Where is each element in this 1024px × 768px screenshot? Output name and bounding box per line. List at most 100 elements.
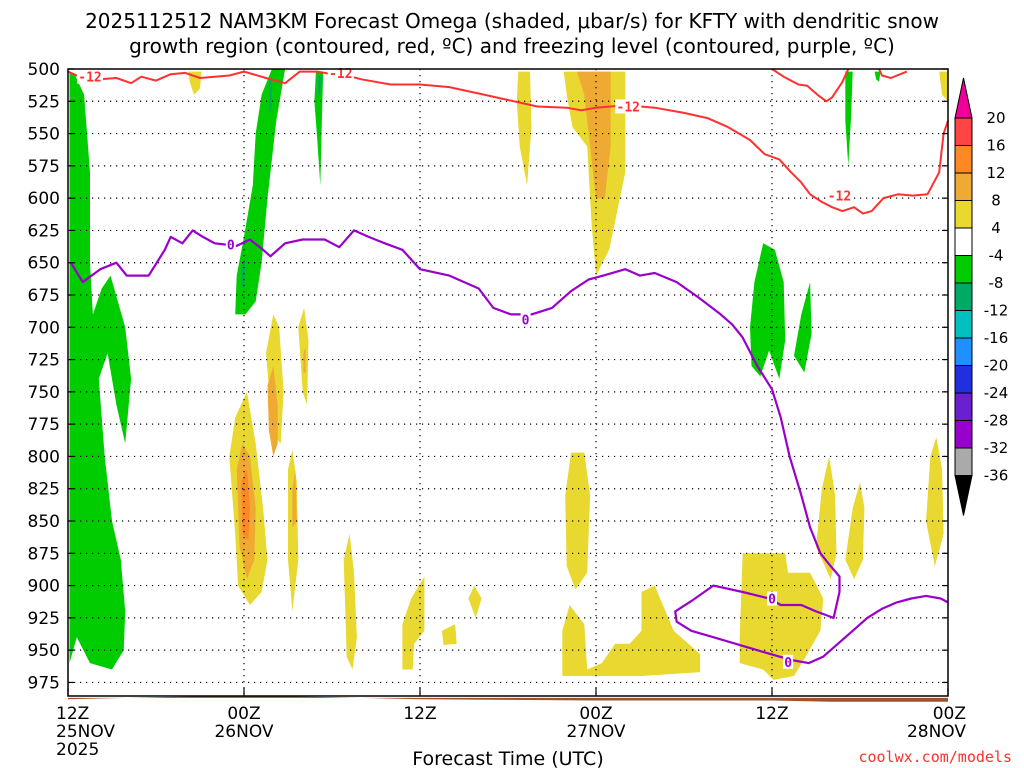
colorbar-label-8: -16 [984, 329, 1009, 347]
omega-region-2 [314, 71, 324, 186]
colorbar-label-11: -28 [984, 412, 1009, 430]
omega-region-33 [576, 71, 611, 199]
colorbar-swatch-11 [954, 392, 973, 421]
colorbar-label-0: 20 [986, 109, 1005, 127]
y-axis: 500 525 550 575 600 625 650 675 700 725 750 775 800 8… [28, 60, 948, 693]
y-tick-label-525: 525 [28, 92, 60, 112]
colorbar-swatch-6 [954, 255, 973, 284]
terrain-fill [68, 696, 948, 702]
y-tick-label-875: 875 [28, 544, 60, 564]
y-tick-label-900: 900 [28, 577, 60, 597]
omega-shading [69, 69, 948, 680]
colorbar-label-2: 12 [986, 164, 1005, 182]
x-tick-label-0-1: 12Z [56, 704, 89, 724]
colorbar-label-6: -8 [989, 274, 1004, 292]
colorbar-label-5: -4 [989, 247, 1004, 265]
contour-label-0: -12 [78, 71, 101, 86]
y-tick-label-825: 825 [28, 480, 60, 500]
colorbar-swatch-1 [954, 117, 973, 146]
omega-region-1 [235, 69, 286, 315]
omega-region-9 [241, 256, 245, 289]
omega-region-21 [442, 624, 457, 645]
omega-region-8 [268, 78, 272, 115]
y-tick-label-575: 575 [28, 157, 60, 177]
colorbar-label-9: -20 [984, 357, 1009, 375]
x-tick-label-60-2: 28NOV [907, 722, 966, 742]
omega-region-3 [750, 243, 786, 379]
y-tick-label-650: 650 [28, 254, 60, 274]
colorbar-swatch-2 [954, 145, 973, 174]
omega-region-28 [926, 437, 944, 567]
colorbar-top-triangle [954, 77, 973, 119]
contours [67, 68, 949, 665]
omega-region-14 [939, 71, 948, 102]
y-tick-label-500: 500 [28, 60, 60, 80]
contour-label-6: 0 [768, 592, 776, 607]
x-tick-label-0-3: 2025 [56, 740, 99, 760]
contour-label-bg-3 [826, 188, 853, 203]
dendritic-contour-2 [878, 68, 908, 79]
y-tick-label-550: 550 [28, 125, 60, 145]
colorbar-swatch-8 [954, 310, 973, 339]
x-tick-label-60-1: 00Z [933, 704, 966, 724]
x-tick-label-0-2: 25NOV [56, 722, 115, 742]
contour-label-bg-6 [767, 591, 777, 606]
omega-region-25 [739, 553, 824, 680]
dendritic-contour-1 [771, 68, 850, 103]
colorbar-swatch-12 [954, 420, 973, 449]
contour-label-2: -12 [617, 100, 640, 115]
contour-label-5: 0 [522, 314, 530, 329]
omega-region-18 [288, 450, 299, 612]
contour-label-4: 0 [227, 239, 235, 254]
omega-region-26 [816, 456, 837, 580]
plot-frame [67, 68, 949, 697]
colorbar-label-13: -36 [984, 467, 1009, 485]
omega-region-19 [343, 533, 357, 670]
colorbar-label-7: -12 [984, 302, 1009, 320]
colorbar-swatch-13 [954, 447, 973, 476]
x-tick-label-24-1: 12Z [403, 704, 436, 724]
omega-region-6 [874, 71, 881, 82]
omega-region-30 [267, 366, 278, 457]
colorbar-swatch-3 [954, 172, 973, 201]
contour-labels: -12 -12 -12 -12 0 0 0 0 [77, 65, 853, 671]
omega-region-10 [318, 75, 321, 95]
y-tick-label-850: 850 [28, 512, 60, 532]
contour-label-bg-0 [77, 69, 103, 84]
colorbar-swatch-10 [954, 365, 973, 394]
colorbar-swatch-7 [954, 282, 973, 311]
y-tick-label-975: 975 [28, 673, 60, 693]
colorbar-swatch-4 [954, 200, 973, 229]
colorbar-label-4: 4 [991, 219, 1001, 237]
colorbar-swatch-9 [954, 337, 973, 366]
y-tick-label-600: 600 [28, 189, 60, 209]
omega-region-31 [292, 469, 297, 528]
omega-region-5 [845, 71, 853, 166]
freezing-level-contour-0 [69, 229, 949, 665]
colorbar: 20 16 12 8 4 -4 -8 -12 -16 -20 -24 -28 -32 -36 [954, 77, 1009, 516]
omega-region-16 [266, 314, 284, 444]
x-tick-label-36-1: 00Z [579, 704, 612, 724]
contour-label-bg-2 [615, 99, 642, 114]
colorbar-label-10: -24 [984, 384, 1009, 402]
chart-title-line-2: growth region (contoured, red, ºC) and f… [129, 34, 895, 58]
y-tick-label-675: 675 [28, 286, 60, 306]
x-tick-label-48-1: 12Z [755, 704, 788, 724]
x-tick-label-12-2: 26NOV [214, 722, 273, 742]
colorbar-swatch-5 [954, 227, 973, 256]
omega-region-20 [402, 576, 425, 670]
y-tick-label-775: 775 [28, 415, 60, 435]
x-tick-label-12-1: 00Z [227, 704, 260, 724]
y-tick-label-800: 800 [28, 447, 60, 467]
contour-label-7: 0 [784, 656, 792, 671]
omega-region-23 [565, 452, 591, 590]
omega-region-4 [794, 282, 812, 373]
contour-label-1: -12 [329, 67, 352, 82]
chart-title-line-1: 2025112512 NAM3KM Forecast Omega (shaded… [85, 9, 939, 33]
contour-label-bg-4 [225, 237, 236, 252]
omega-region-12 [516, 71, 532, 186]
omega-region-32 [303, 346, 306, 373]
omega-region-0 [69, 71, 132, 670]
